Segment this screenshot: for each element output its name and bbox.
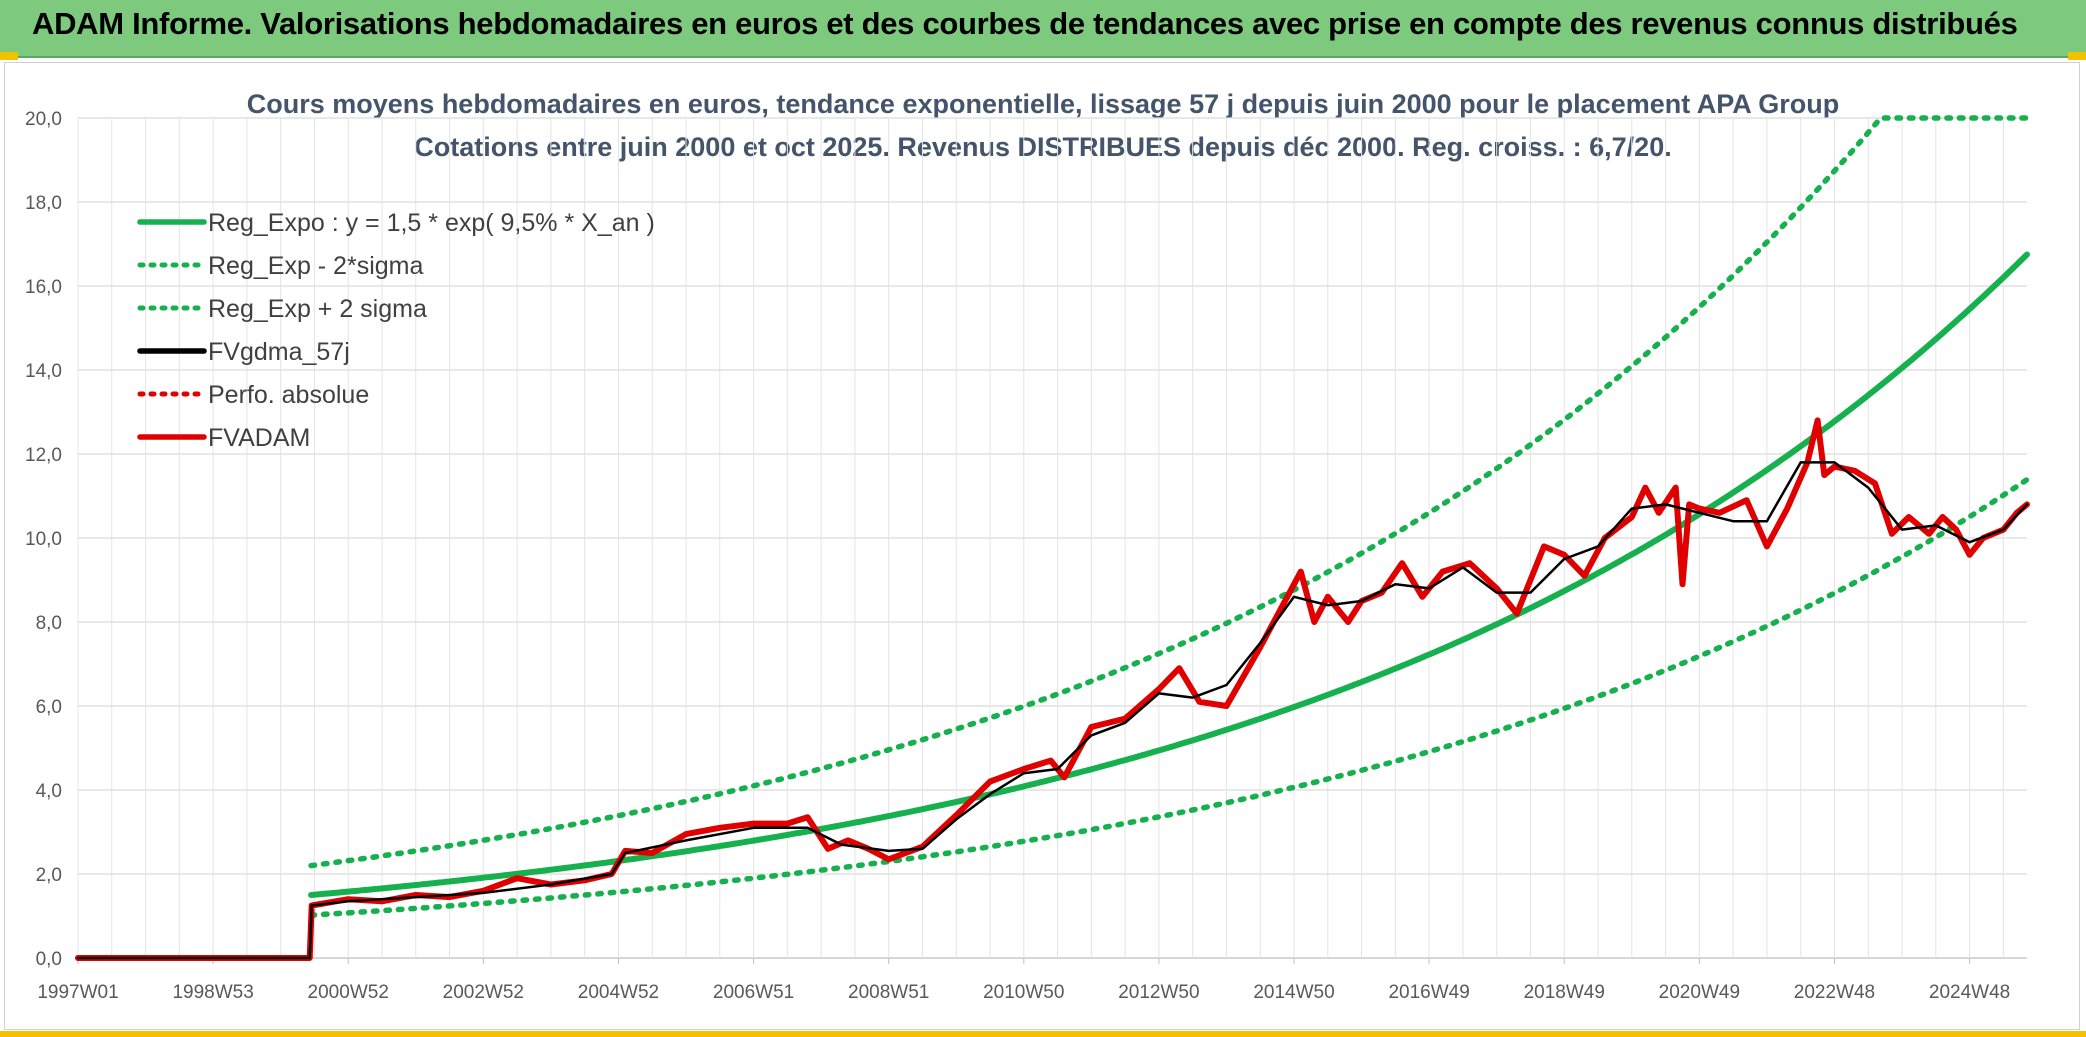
series-line-reg_exp — [308, 115, 2030, 869]
bottom-accent-bar — [0, 1031, 2086, 1037]
y-tick-label: 2,0 — [36, 865, 62, 886]
x-tick-label: 2018W49 — [1524, 982, 1605, 1003]
series-line-fvgdma_57j — [76, 461, 2029, 960]
x-tick-label: 1997W01 — [37, 982, 118, 1003]
x-tick-label: 2022W48 — [1794, 982, 1875, 1003]
banner-accent-right — [2068, 52, 2086, 60]
x-tick-label: 2024W48 — [1929, 982, 2010, 1003]
y-tick-label: 10,0 — [25, 529, 62, 550]
report-banner: ADAM Informe. Valorisations hebdomadaire… — [0, 0, 2086, 58]
x-tick-label: 2020W49 — [1659, 982, 1740, 1003]
x-tick-label: 2008W51 — [848, 982, 929, 1003]
y-tick-label: 16,0 — [25, 277, 62, 298]
y-tick-label: 8,0 — [36, 613, 62, 634]
x-tick-label: 2006W51 — [713, 982, 794, 1003]
x-tick-label: 2016W49 — [1388, 982, 1469, 1003]
chart-frame — [4, 62, 2080, 1030]
x-tick-label: 2010W50 — [983, 982, 1064, 1003]
series-line-fvadam — [75, 417, 2030, 961]
x-tick-label: 2000W52 — [308, 982, 389, 1003]
report-title: ADAM Informe. Valorisations hebdomadaire… — [32, 6, 2018, 41]
x-tick-label: 2002W52 — [443, 982, 524, 1003]
legend-label: FVADAM — [208, 424, 310, 452]
legend: Reg_Expo : y = 1,5 * exp( 9,5% * X_an ) R… — [137, 209, 655, 452]
x-tick-label: 2012W50 — [1118, 982, 1199, 1003]
y-tick-label: 14,0 — [25, 361, 62, 382]
x-tick-label: 2014W50 — [1253, 982, 1334, 1003]
series-line-reg_expo — [308, 251, 2030, 898]
chart-title: Cours moyens hebdomadaires en euros, ten… — [247, 89, 1839, 119]
y-tick-label: 6,0 — [36, 697, 62, 718]
y-tick-label: 4,0 — [36, 781, 62, 802]
chart-subtitle: Cotations entre juin 2000 et oct 2025. R… — [414, 132, 1671, 162]
legend-label: Reg_Exp - 2*sigma — [208, 252, 423, 280]
legend-label: Perfo. absolue — [208, 381, 369, 409]
y-tick-label: 18,0 — [25, 193, 62, 214]
y-tick-label: 20,0 — [25, 109, 62, 130]
axes: 0,0 2,0 4,0 6,0 8,0 10,0 12,0 14,0 16,0 18,0 20,0 1… — [25, 109, 2010, 1003]
legend-label: FVgdma_57j — [208, 338, 350, 366]
series-line-reg_exp — [308, 476, 2030, 918]
grid — [77, 117, 2027, 959]
banner-accent-left — [0, 52, 18, 60]
x-tick-label: 1998W53 — [172, 982, 253, 1003]
legend-label: Reg_Exp + 2 sigma — [208, 295, 427, 323]
x-tick-label: 2004W52 — [578, 982, 659, 1003]
y-tick-label: 12,0 — [25, 445, 62, 466]
y-tick-label: 0,0 — [36, 949, 62, 970]
legend-label: Reg_Expo : y = 1,5 * exp( 9,5% * X_an ) — [208, 209, 655, 237]
series — [75, 115, 2030, 961]
